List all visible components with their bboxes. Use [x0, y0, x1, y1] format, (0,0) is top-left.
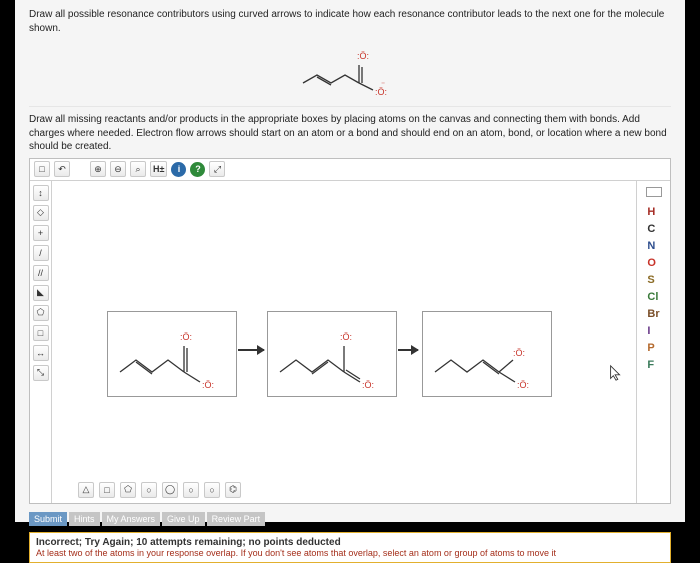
- template-icon-2[interactable]: ⬠: [120, 482, 136, 498]
- zoom-in-icon[interactable]: ⊕: [90, 161, 106, 177]
- erase-tool-icon[interactable]: □: [33, 325, 49, 341]
- instr2: Draw all missing reactants and/or produc…: [29, 106, 671, 154]
- dblbond-tool-icon[interactable]: //: [33, 265, 49, 281]
- top-toolbar: □ ↶ ⊕ ⊖ ⌕ H± i ? ⤢: [30, 159, 670, 181]
- action-bar: Submit Hints My Answers Give Up Review P…: [29, 512, 671, 526]
- svg-text::Ö:: :Ö:: [362, 380, 374, 390]
- template-icon-0[interactable]: △: [78, 482, 94, 498]
- template-icon-4[interactable]: ◯: [162, 482, 178, 498]
- info-icon[interactable]: i: [171, 162, 186, 177]
- search-icon[interactable]: ⌕: [130, 161, 146, 177]
- svg-text::Ö:: :Ö:: [202, 380, 214, 390]
- bottom-toolbar: △ □ ⬠ ○ ◯ ○ ○ ⌬: [78, 482, 241, 498]
- hints-button[interactable]: Hints: [69, 512, 100, 526]
- feedback-panel: Incorrect; Try Again; 10 attempts remain…: [29, 532, 671, 563]
- help-icon[interactable]: ?: [190, 162, 205, 177]
- instr1: Draw all possible resonance contributors…: [29, 8, 671, 35]
- periodic-tab-icon[interactable]: [646, 187, 662, 197]
- element-Cl[interactable]: Cl: [647, 291, 659, 303]
- structure-box-1[interactable]: :Ö: :Ö:: [107, 311, 237, 397]
- template-icon-1[interactable]: □: [99, 482, 115, 498]
- answers-button[interactable]: My Answers: [102, 512, 161, 526]
- select-tool-icon[interactable]: ◇: [33, 205, 49, 221]
- left-toolbar: ↕ ◇ + / // ◣ ⬠ □ ↔ ⤡: [30, 181, 52, 503]
- reaction-arrow-1: [238, 349, 264, 351]
- template-icon-6[interactable]: ○: [204, 482, 220, 498]
- zoom-out-icon[interactable]: ⊖: [110, 161, 126, 177]
- wedge-tool-icon[interactable]: ◣: [33, 285, 49, 301]
- feedback-title: Incorrect; Try Again; 10 attempts remain…: [36, 537, 664, 548]
- new-icon[interactable]: □: [34, 161, 50, 177]
- element-I[interactable]: I: [647, 325, 659, 337]
- undo-icon[interactable]: ↶: [54, 161, 70, 177]
- h-toggle-button[interactable]: H±: [150, 161, 167, 177]
- giveup-button[interactable]: Give Up: [162, 512, 205, 526]
- element-P[interactable]: P: [647, 342, 659, 354]
- add-tool-icon[interactable]: +: [33, 225, 49, 241]
- element-O[interactable]: O: [647, 257, 659, 269]
- structure-box-3[interactable]: :Ö: :Ö:: [422, 311, 552, 397]
- svg-text::Ö:: :Ö:: [357, 51, 369, 61]
- element-F[interactable]: F: [647, 359, 659, 371]
- template-icon-7[interactable]: ⌬: [225, 482, 241, 498]
- structure-editor: □ ↶ ⊕ ⊖ ⌕ H± i ? ⤢ ↕ ◇ + / // ◣ ⬠ □ ↔ ⤡ …: [29, 158, 671, 504]
- template-icon-5[interactable]: ○: [183, 482, 199, 498]
- element-toolbar: HCNOS Cl Br IPF: [636, 181, 670, 503]
- element-C[interactable]: C: [647, 223, 659, 235]
- svg-text::Ö:: :Ö:: [180, 332, 192, 342]
- expand-icon[interactable]: ⤢: [209, 161, 225, 177]
- chain-tool-icon[interactable]: ↔: [33, 345, 49, 361]
- element-S[interactable]: S: [647, 274, 659, 286]
- svg-text:⁻: ⁻: [381, 80, 385, 89]
- element-N[interactable]: N: [647, 240, 659, 252]
- prompt-molecule: :Ö: :Ö: ⁻: [29, 45, 671, 100]
- svg-text::Ö:: :Ö:: [517, 380, 529, 390]
- feedback-subtext: At least two of the atoms in your respon…: [36, 548, 664, 558]
- template-icon-3[interactable]: ○: [141, 482, 157, 498]
- cursor-icon: [609, 364, 623, 382]
- svg-text::Ö:: :Ö:: [340, 332, 352, 342]
- drawing-canvas[interactable]: :Ö: :Ö: :Ö: :Ö:: [52, 181, 636, 503]
- submit-button[interactable]: Submit: [29, 512, 67, 526]
- review-button[interactable]: Review Part: [207, 512, 266, 526]
- structure-box-2[interactable]: :Ö: :Ö:: [267, 311, 397, 397]
- fragment-tool-icon[interactable]: ⤡: [33, 365, 49, 381]
- ring-tool-icon[interactable]: ⬠: [33, 305, 49, 321]
- svg-text::Ö:: :Ö:: [513, 348, 525, 358]
- element-Br[interactable]: Br: [647, 308, 659, 320]
- bond-tool-icon[interactable]: /: [33, 245, 49, 261]
- element-H[interactable]: H: [647, 206, 659, 218]
- move-tool-icon[interactable]: ↕: [33, 185, 49, 201]
- reaction-arrow-2: [398, 349, 418, 351]
